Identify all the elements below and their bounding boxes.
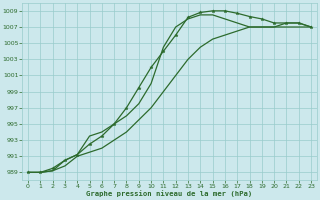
X-axis label: Graphe pression niveau de la mer (hPa): Graphe pression niveau de la mer (hPa) bbox=[86, 190, 253, 197]
